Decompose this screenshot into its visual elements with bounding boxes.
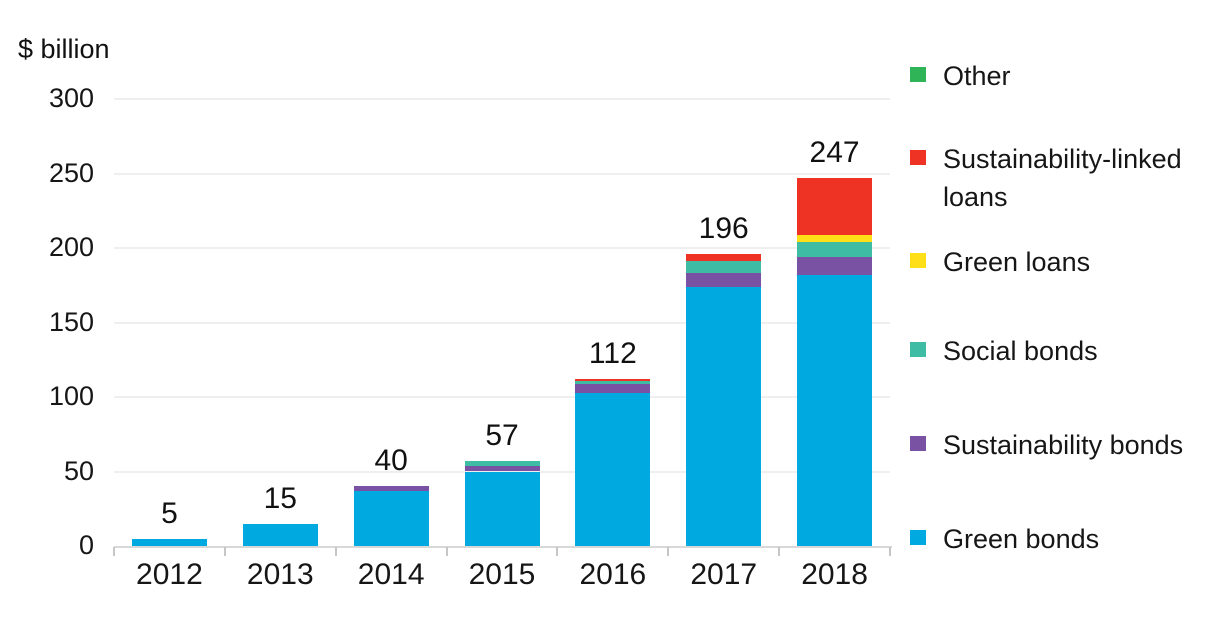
bar-segment-green-loans-2018 bbox=[797, 234, 873, 243]
x-axis-tick bbox=[556, 547, 559, 556]
legend-item-green-bonds: Green bonds bbox=[910, 520, 1210, 558]
legend-label: Social bonds bbox=[943, 336, 1098, 366]
bar-segment-green-bonds-2015 bbox=[464, 471, 540, 546]
x-axis-tick bbox=[223, 547, 226, 556]
bar-segment-social-bonds-2015 bbox=[464, 461, 540, 467]
gridline-300 bbox=[114, 98, 890, 100]
gridline-250 bbox=[114, 172, 890, 175]
bar-total-2017: 196 bbox=[698, 211, 749, 245]
legend-item-green-loans: Green loans bbox=[910, 243, 1210, 281]
legend-swatch-icon bbox=[910, 342, 926, 357]
gridline-200 bbox=[114, 247, 890, 249]
legend-item-sustainability-linked-loans: Sustainability-linked loans bbox=[910, 140, 1210, 216]
legend-swatch-icon bbox=[910, 253, 926, 268]
x-axis-tick bbox=[889, 547, 891, 556]
x-axis-tick bbox=[778, 547, 781, 556]
x-axis-label-2012: 2012 bbox=[136, 558, 203, 591]
bar-segment-green-bonds-2017 bbox=[686, 286, 762, 546]
legend-label: Green bonds bbox=[943, 524, 1100, 554]
x-axis-tick bbox=[113, 547, 115, 556]
bar-total-2016: 112 bbox=[588, 337, 637, 371]
bar-segment-sustainability-bonds-2014 bbox=[353, 486, 429, 491]
bar-segment-social-bonds-2018 bbox=[797, 242, 873, 257]
legend-label: Sustainability bonds bbox=[943, 430, 1184, 460]
y-axis-unit-label: $ billion bbox=[18, 34, 110, 64]
bar-segment-sustainability-bonds-2017 bbox=[686, 273, 762, 287]
bar-total-2012: 5 bbox=[161, 496, 178, 530]
bar-total-2013: 15 bbox=[263, 481, 297, 515]
legend-swatch-icon bbox=[910, 150, 926, 165]
bar-segment-sustainability-linked-loans-2017 bbox=[686, 253, 762, 262]
chart-legend: Other Sustainability-linked loans Green lo… bbox=[910, 0, 1210, 620]
legend-label: Green loans bbox=[943, 247, 1091, 277]
legend-label: Other bbox=[943, 61, 1011, 91]
x-axis-label-2017: 2017 bbox=[690, 558, 758, 591]
bar-segment-sustainability-bonds-2016 bbox=[575, 383, 651, 393]
bar-segment-sustainability-bonds-2018 bbox=[797, 256, 873, 275]
legend-swatch-icon bbox=[910, 436, 926, 451]
bar-segment-green-bonds-2014 bbox=[353, 490, 429, 546]
x-axis-tick bbox=[334, 547, 337, 556]
legend-item-other: Other bbox=[910, 57, 1210, 95]
x-axis-label-2015: 2015 bbox=[468, 558, 536, 591]
y-axis-tick-100: 100 bbox=[48, 381, 94, 411]
bar-total-2018: 247 bbox=[809, 135, 860, 169]
x-axis-label-2014: 2014 bbox=[357, 558, 425, 591]
x-axis-label-2013: 2013 bbox=[246, 558, 314, 591]
bar-segment-sustainability-linked-loans-2018 bbox=[797, 177, 873, 235]
x-axis-tick bbox=[667, 547, 670, 556]
y-axis-tick-150: 150 bbox=[48, 306, 94, 337]
legend-item-sustainability-bonds: Sustainability bonds bbox=[910, 426, 1210, 464]
legend-swatch-icon bbox=[910, 530, 926, 545]
legend-swatch-icon bbox=[910, 67, 926, 82]
legend-item-social-bonds: Social bonds bbox=[910, 332, 1210, 370]
bar-total-2014: 40 bbox=[374, 444, 408, 478]
bar-segment-sustainability-linked-loans-2016 bbox=[575, 379, 651, 382]
y-axis-tick-250: 250 bbox=[48, 157, 94, 188]
x-axis-label-2018: 2018 bbox=[801, 558, 868, 591]
bar-segment-green-bonds-2018 bbox=[797, 274, 873, 546]
gridline-100 bbox=[114, 396, 890, 398]
y-axis-tick-300: 300 bbox=[48, 83, 94, 113]
gridline-150 bbox=[114, 321, 890, 324]
legend-label: Sustainability-linked loans bbox=[943, 144, 1182, 212]
bar-segment-green-bonds-2016 bbox=[575, 392, 651, 546]
y-axis-tick-50: 50 bbox=[63, 455, 94, 486]
bar-segment-sustainability-bonds-2015 bbox=[464, 466, 540, 472]
x-axis-tick bbox=[445, 547, 448, 556]
x-axis-line bbox=[114, 546, 892, 548]
bar-segment-social-bonds-2017 bbox=[686, 261, 762, 274]
x-axis-label-2016: 2016 bbox=[579, 558, 647, 591]
bar-segment-green-bonds-2013 bbox=[242, 523, 318, 546]
bar-total-2015: 57 bbox=[485, 419, 519, 453]
y-axis-tick-0: 0 bbox=[78, 530, 94, 560]
bar-segment-green-bonds-2012 bbox=[131, 538, 207, 546]
bar-segment-social-bonds-2016 bbox=[575, 381, 651, 384]
y-axis-tick-200: 200 bbox=[48, 232, 94, 262]
